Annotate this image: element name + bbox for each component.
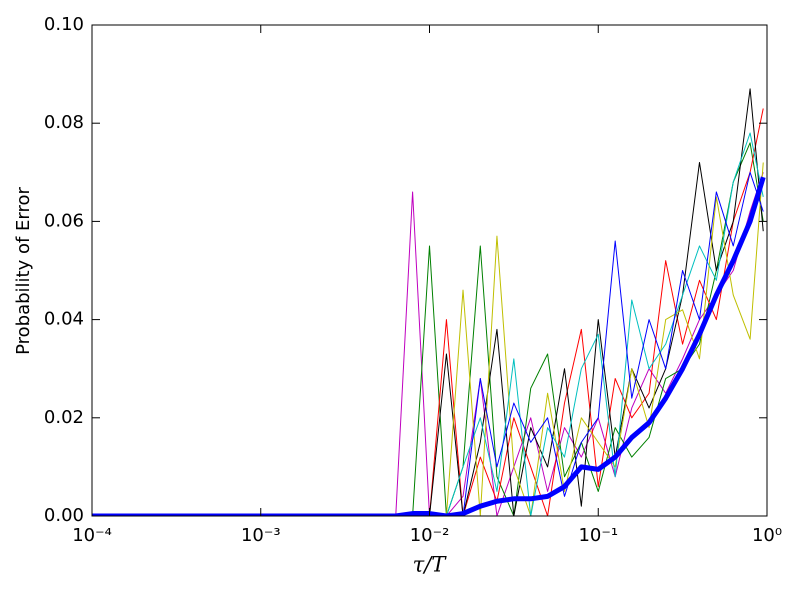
line bbox=[92, 132, 764, 516]
x-tick-label: 10⁻² bbox=[410, 525, 450, 546]
x-tick-label: 10⁻³ bbox=[241, 525, 281, 546]
y-axis-label: Probability of Error bbox=[13, 186, 34, 354]
y-tick-label: 0.00 bbox=[44, 505, 84, 526]
line bbox=[92, 171, 764, 516]
x-tick-label: 10⁰ bbox=[752, 525, 782, 546]
y-tick-label: 0.04 bbox=[44, 309, 84, 330]
y-tick-label: 0.02 bbox=[44, 407, 84, 428]
line bbox=[92, 162, 764, 516]
line bbox=[92, 108, 764, 516]
y-tick-label: 0.08 bbox=[44, 112, 84, 133]
x-axis-label: τ/T bbox=[413, 553, 448, 577]
x-tick-label: 10⁻⁴ bbox=[72, 525, 112, 546]
y-tick-label: 0.06 bbox=[44, 210, 84, 231]
line bbox=[92, 172, 764, 516]
y-tick-label: 0.10 bbox=[44, 14, 84, 35]
x-tick-label: 10⁻¹ bbox=[578, 525, 618, 546]
